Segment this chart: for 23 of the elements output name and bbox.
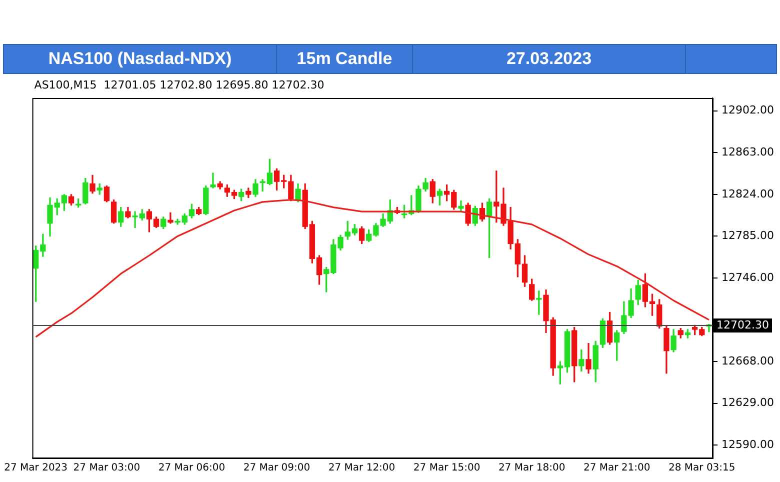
y-tick-label: 12668.00 — [722, 354, 774, 368]
x-tick-label: 27 Mar 06:00 — [158, 462, 226, 474]
x-tick-label: 27 Mar 12:00 — [328, 462, 396, 474]
x-tick-label: 27 Mar 2023 — [4, 462, 68, 474]
x-tick-label: 27 Mar 21:00 — [583, 462, 650, 474]
text: AS100,M15 12701.05 12702.80 12695.80 12702.30 — [34, 78, 324, 92]
y-tick-label: 12863.00 — [722, 146, 774, 158]
chart-subtitle: 15m Candle — [277, 45, 413, 73]
y-tick-label: 12824.00 — [722, 187, 774, 200]
text: 27.03.2023 — [413, 45, 686, 73]
x-tick-label: 27 Mar 09:00 — [243, 462, 310, 474]
x-tick-label: 28 Mar 03:15 — [668, 462, 736, 474]
x-tick-label: 27 Mar 15:00 — [413, 462, 480, 474]
x-tick-label: 27 Mar 03:00 — [73, 462, 140, 474]
candlestick — [210, 172, 216, 188]
y-tick-label: 12785.00 — [722, 229, 774, 242]
y-tick-label: 12902.00 — [722, 104, 774, 117]
y-tick-label: 12746.00 — [722, 270, 774, 284]
chart-title: NAS100 (Nasdad-NDX) — [4, 45, 277, 73]
y-tick-label: 12629.00 — [722, 396, 774, 410]
y-tick-label: 12590.00 — [722, 438, 774, 451]
x-tick-label: 27 Mar 18:00 — [498, 462, 566, 474]
ref-line-label: 12702.30 — [716, 318, 770, 332]
